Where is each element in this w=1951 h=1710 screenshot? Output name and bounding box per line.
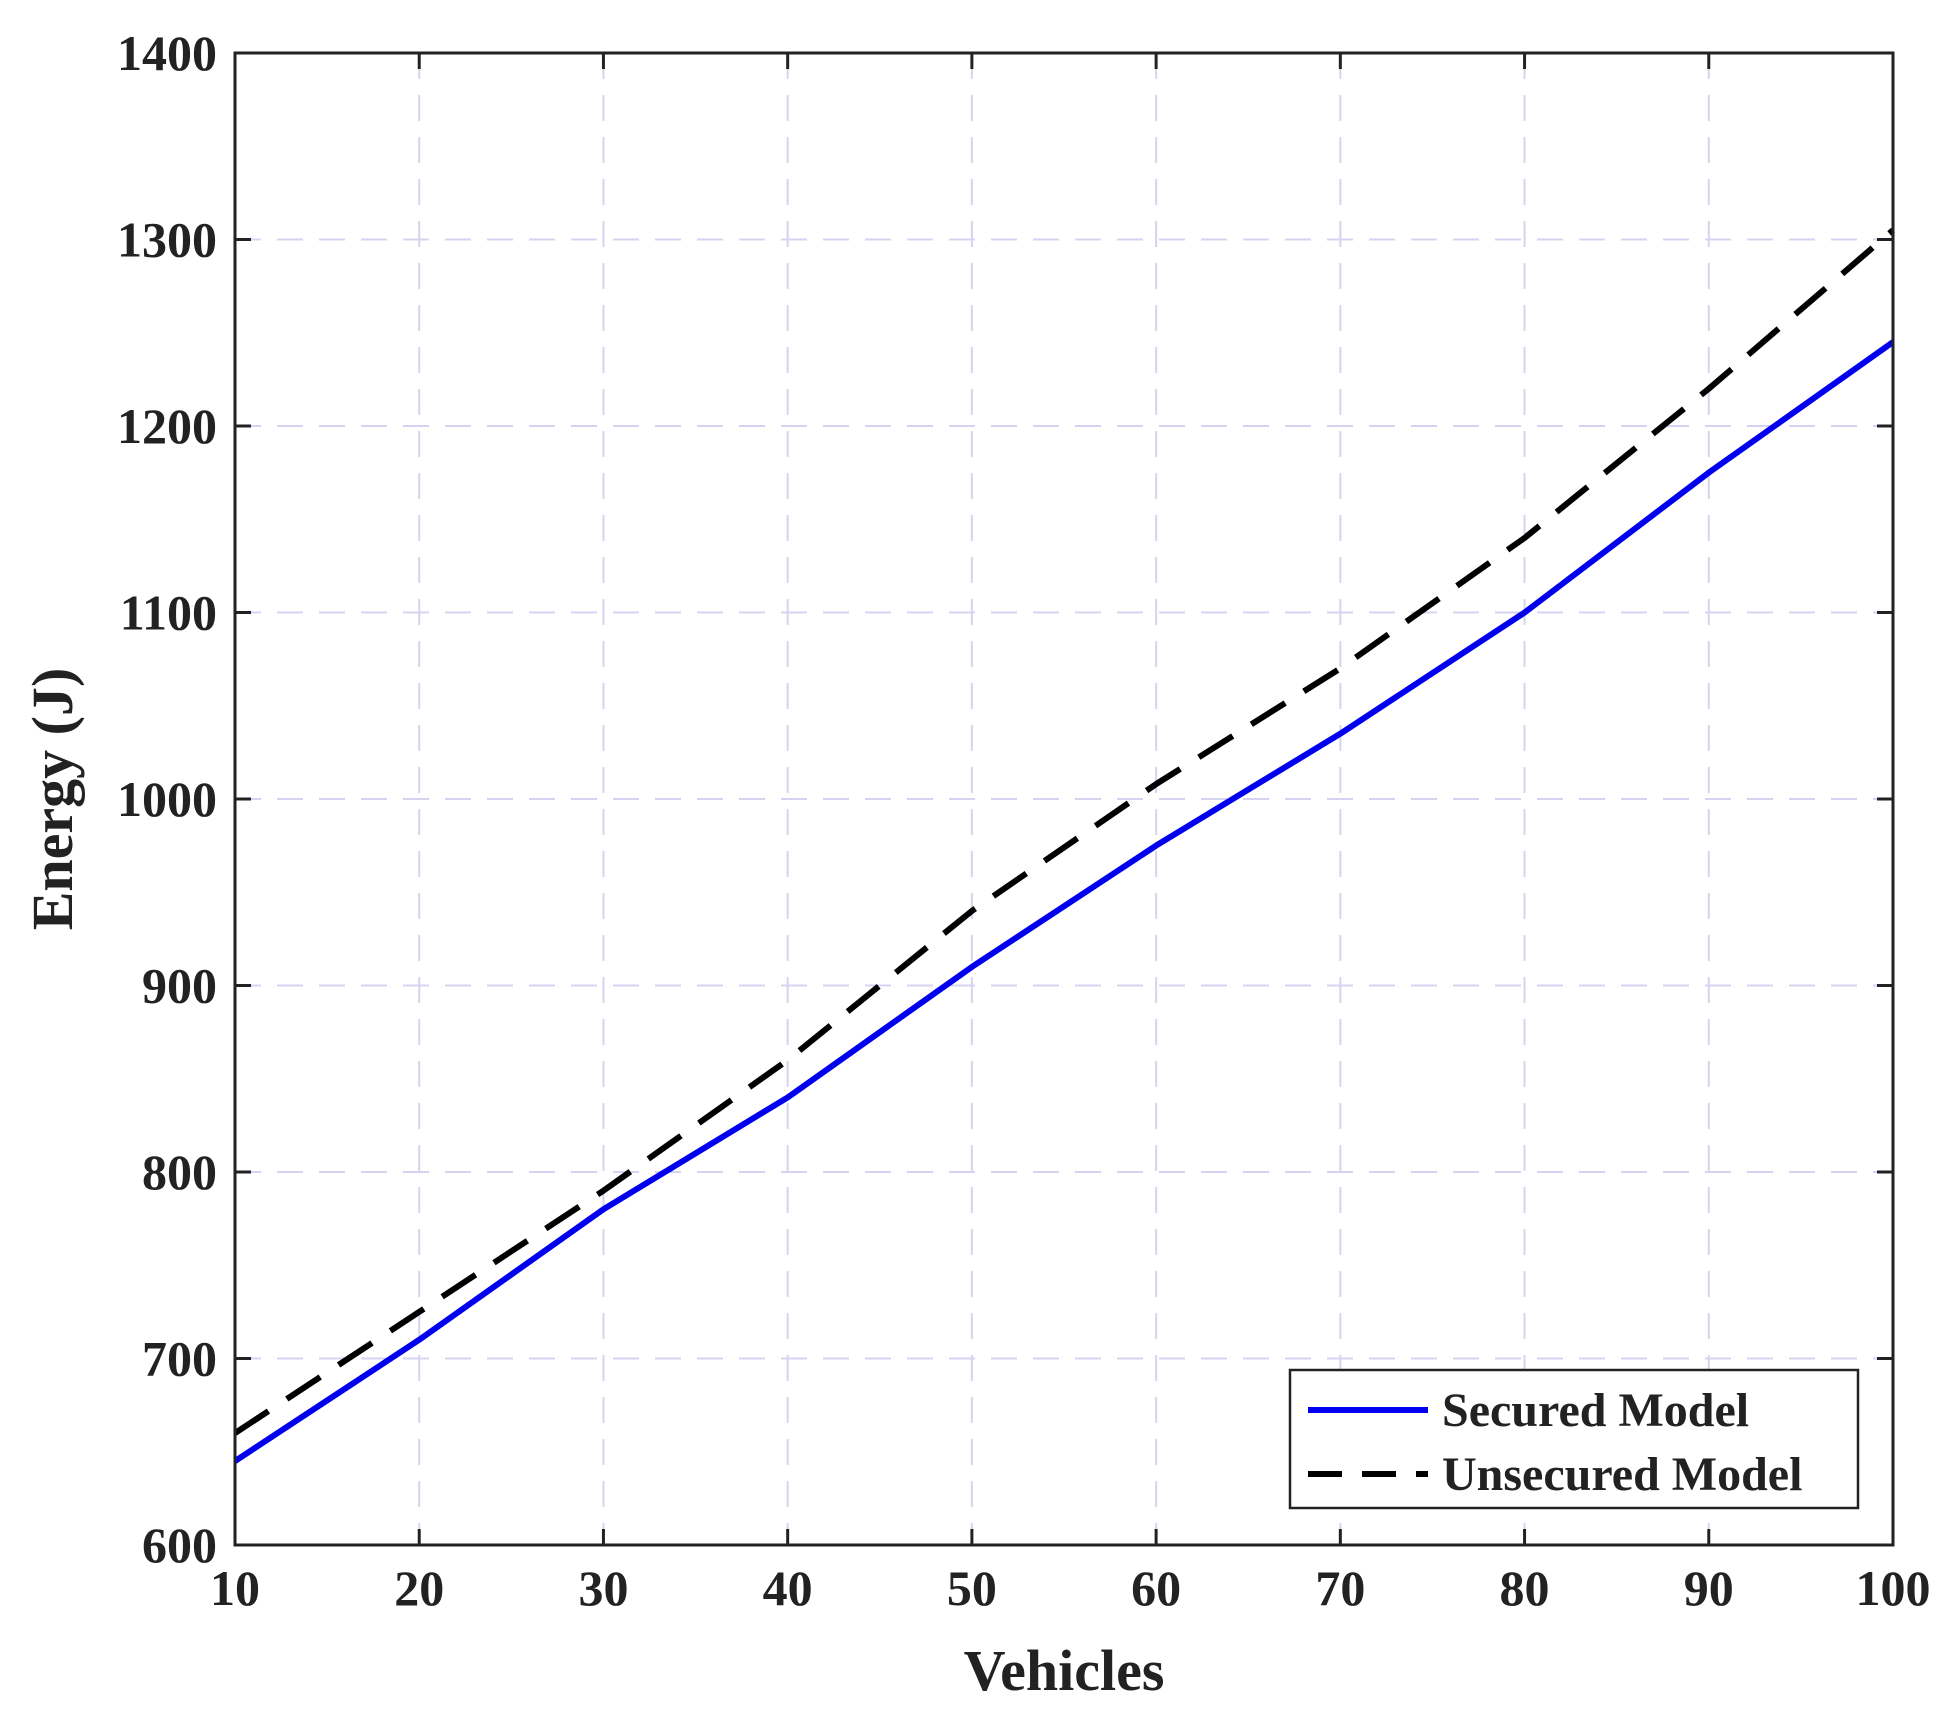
- y-tick-label: 1200: [117, 398, 217, 454]
- y-axis-ticks: 600 700 800 900 1000 1100 1200 1300 1400: [117, 25, 1893, 1573]
- y-tick-label: 1100: [120, 585, 217, 641]
- x-tick-label: 90: [1684, 1560, 1734, 1616]
- x-tick-label: 20: [394, 1560, 444, 1616]
- series-line-2: [233, 227, 1895, 1436]
- x-tick-label: 70: [1315, 1560, 1365, 1616]
- x-tick-label: 60: [1131, 1560, 1181, 1616]
- y-tick-label: 800: [142, 1144, 217, 1200]
- legend: Secured Model Unsecured Model: [1288, 1368, 1860, 1510]
- legend-label-1: Secured Model: [1442, 1384, 1749, 1437]
- y-tick-label: 1300: [117, 212, 217, 268]
- series-line-1: [233, 339, 1895, 1464]
- grid-lines: [235, 53, 1893, 1545]
- y-tick-label: 1000: [117, 771, 217, 827]
- x-tick-label: 100: [1856, 1560, 1931, 1616]
- y-tick-label: 700: [142, 1331, 217, 1387]
- x-axis-ticks: 10 20 30 40 50 60 70 80 90 100: [210, 53, 1931, 1616]
- y-tick-label: 600: [142, 1517, 217, 1573]
- legend-box: [1288, 1368, 1860, 1510]
- series-lines: [233, 227, 1895, 1464]
- x-tick-label: 40: [763, 1560, 813, 1616]
- y-axis-title: Energy (J): [20, 668, 85, 931]
- legend-label-2: Unsecured Model: [1442, 1448, 1802, 1501]
- x-tick-label: 30: [578, 1560, 628, 1616]
- y-tick-label: 1400: [117, 25, 217, 81]
- y-tick-label: 900: [142, 958, 217, 1014]
- x-tick-label: 50: [947, 1560, 997, 1616]
- x-tick-label: 10: [210, 1560, 260, 1616]
- x-tick-label: 80: [1500, 1560, 1550, 1616]
- x-axis-title: Vehicles: [964, 1638, 1165, 1703]
